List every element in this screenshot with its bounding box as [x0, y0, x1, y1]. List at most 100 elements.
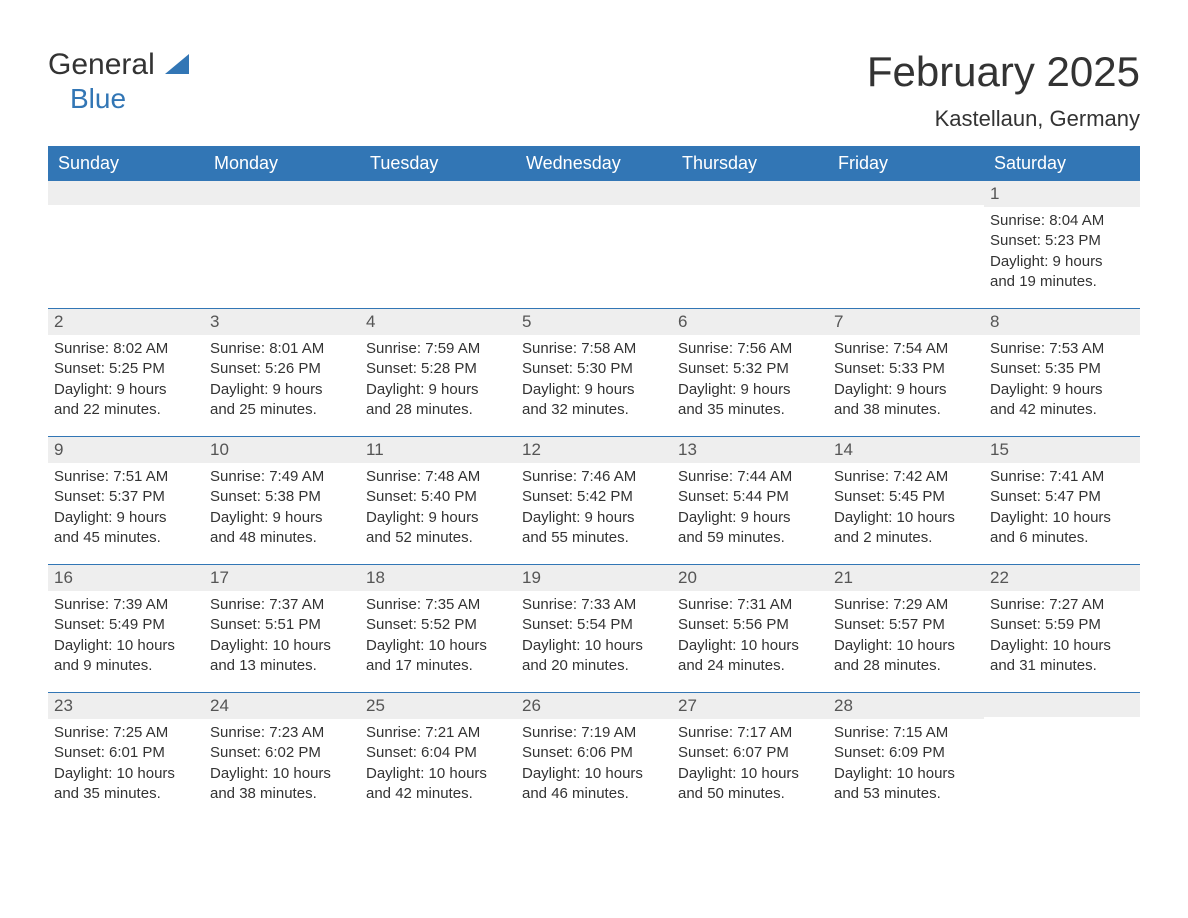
- day-details: Sunrise: 7:58 AMSunset: 5:30 PMDaylight:…: [516, 335, 672, 422]
- sunrise-text: Sunrise: 7:23 AM: [210, 723, 354, 743]
- logo-triangle-icon: [165, 54, 189, 74]
- day-details: Sunrise: 7:48 AMSunset: 5:40 PMDaylight:…: [360, 463, 516, 550]
- sunrise-text: Sunrise: 7:53 AM: [990, 339, 1134, 359]
- day-number: 14: [828, 437, 984, 463]
- sunrise-text: Sunrise: 7:15 AM: [834, 723, 978, 743]
- day-details: Sunrise: 7:19 AMSunset: 6:06 PMDaylight:…: [516, 719, 672, 806]
- daylight-text: Daylight: 9 hours: [678, 508, 822, 528]
- day-number: [984, 693, 1140, 717]
- day-cell: [672, 181, 828, 308]
- daylight-text-2: and 31 minutes.: [990, 656, 1134, 676]
- week-row: 9Sunrise: 7:51 AMSunset: 5:37 PMDaylight…: [48, 436, 1140, 564]
- daylight-text-2: and 53 minutes.: [834, 784, 978, 804]
- sunset-text: Sunset: 5:30 PM: [522, 359, 666, 379]
- day-cell: 4Sunrise: 7:59 AMSunset: 5:28 PMDaylight…: [360, 309, 516, 436]
- day-number: [48, 181, 204, 205]
- weekday-header: Friday: [828, 146, 984, 181]
- sunset-text: Sunset: 6:01 PM: [54, 743, 198, 763]
- daylight-text-2: and 2 minutes.: [834, 528, 978, 548]
- sunset-text: Sunset: 5:45 PM: [834, 487, 978, 507]
- sunrise-text: Sunrise: 7:42 AM: [834, 467, 978, 487]
- sunrise-text: Sunrise: 7:48 AM: [366, 467, 510, 487]
- daylight-text: Daylight: 10 hours: [54, 764, 198, 784]
- day-number: 20: [672, 565, 828, 591]
- day-number: 13: [672, 437, 828, 463]
- day-number: 28: [828, 693, 984, 719]
- day-details: Sunrise: 7:25 AMSunset: 6:01 PMDaylight:…: [48, 719, 204, 806]
- week-row: 16Sunrise: 7:39 AMSunset: 5:49 PMDayligh…: [48, 564, 1140, 692]
- day-number: 6: [672, 309, 828, 335]
- day-cell: 5Sunrise: 7:58 AMSunset: 5:30 PMDaylight…: [516, 309, 672, 436]
- sunrise-text: Sunrise: 7:33 AM: [522, 595, 666, 615]
- daylight-text: Daylight: 10 hours: [54, 636, 198, 656]
- header: General Blue February 2025 Kastellaun, G…: [48, 48, 1140, 132]
- day-cell: 12Sunrise: 7:46 AMSunset: 5:42 PMDayligh…: [516, 437, 672, 564]
- sunrise-text: Sunrise: 7:35 AM: [366, 595, 510, 615]
- day-details: Sunrise: 7:56 AMSunset: 5:32 PMDaylight:…: [672, 335, 828, 422]
- day-number: 18: [360, 565, 516, 591]
- day-number: 26: [516, 693, 672, 719]
- day-details: Sunrise: 7:17 AMSunset: 6:07 PMDaylight:…: [672, 719, 828, 806]
- sunrise-text: Sunrise: 7:39 AM: [54, 595, 198, 615]
- location-label: Kastellaun, Germany: [867, 106, 1140, 132]
- sunset-text: Sunset: 6:04 PM: [366, 743, 510, 763]
- day-cell: 2Sunrise: 8:02 AMSunset: 5:25 PMDaylight…: [48, 309, 204, 436]
- day-number: [672, 181, 828, 205]
- day-number: 1: [984, 181, 1140, 207]
- day-cell: 21Sunrise: 7:29 AMSunset: 5:57 PMDayligh…: [828, 565, 984, 692]
- sunset-text: Sunset: 5:59 PM: [990, 615, 1134, 635]
- day-number: 21: [828, 565, 984, 591]
- daylight-text-2: and 28 minutes.: [366, 400, 510, 420]
- daylight-text-2: and 35 minutes.: [54, 784, 198, 804]
- day-number: 7: [828, 309, 984, 335]
- day-cell: 7Sunrise: 7:54 AMSunset: 5:33 PMDaylight…: [828, 309, 984, 436]
- daylight-text-2: and 28 minutes.: [834, 656, 978, 676]
- day-cell: 14Sunrise: 7:42 AMSunset: 5:45 PMDayligh…: [828, 437, 984, 564]
- daylight-text-2: and 19 minutes.: [990, 272, 1134, 292]
- day-cell: 24Sunrise: 7:23 AMSunset: 6:02 PMDayligh…: [204, 693, 360, 820]
- sunrise-text: Sunrise: 7:27 AM: [990, 595, 1134, 615]
- daylight-text: Daylight: 10 hours: [990, 636, 1134, 656]
- day-cell: 15Sunrise: 7:41 AMSunset: 5:47 PMDayligh…: [984, 437, 1140, 564]
- daylight-text-2: and 38 minutes.: [210, 784, 354, 804]
- daylight-text-2: and 46 minutes.: [522, 784, 666, 804]
- calendar: Sunday Monday Tuesday Wednesday Thursday…: [48, 146, 1140, 820]
- logo: General Blue: [48, 48, 189, 116]
- day-number: 16: [48, 565, 204, 591]
- day-details: Sunrise: 7:31 AMSunset: 5:56 PMDaylight:…: [672, 591, 828, 678]
- logo-word1: General: [48, 48, 155, 81]
- daylight-text-2: and 24 minutes.: [678, 656, 822, 676]
- sunrise-text: Sunrise: 7:25 AM: [54, 723, 198, 743]
- daylight-text: Daylight: 10 hours: [522, 764, 666, 784]
- day-details: Sunrise: 7:42 AMSunset: 5:45 PMDaylight:…: [828, 463, 984, 550]
- day-cell: 26Sunrise: 7:19 AMSunset: 6:06 PMDayligh…: [516, 693, 672, 820]
- daylight-text-2: and 52 minutes.: [366, 528, 510, 548]
- day-cell: 8Sunrise: 7:53 AMSunset: 5:35 PMDaylight…: [984, 309, 1140, 436]
- daylight-text: Daylight: 10 hours: [678, 636, 822, 656]
- daylight-text-2: and 17 minutes.: [366, 656, 510, 676]
- day-cell: 16Sunrise: 7:39 AMSunset: 5:49 PMDayligh…: [48, 565, 204, 692]
- sunset-text: Sunset: 5:26 PM: [210, 359, 354, 379]
- daylight-text: Daylight: 10 hours: [834, 764, 978, 784]
- daylight-text: Daylight: 10 hours: [678, 764, 822, 784]
- day-cell: 25Sunrise: 7:21 AMSunset: 6:04 PMDayligh…: [360, 693, 516, 820]
- day-details: Sunrise: 7:39 AMSunset: 5:49 PMDaylight:…: [48, 591, 204, 678]
- daylight-text-2: and 45 minutes.: [54, 528, 198, 548]
- sunrise-text: Sunrise: 7:56 AM: [678, 339, 822, 359]
- weekday-header: Sunday: [48, 146, 204, 181]
- day-number: 4: [360, 309, 516, 335]
- sunrise-text: Sunrise: 7:21 AM: [366, 723, 510, 743]
- sunrise-text: Sunrise: 7:46 AM: [522, 467, 666, 487]
- daylight-text: Daylight: 9 hours: [990, 252, 1134, 272]
- daylight-text-2: and 48 minutes.: [210, 528, 354, 548]
- day-details: Sunrise: 7:46 AMSunset: 5:42 PMDaylight:…: [516, 463, 672, 550]
- sunset-text: Sunset: 5:32 PM: [678, 359, 822, 379]
- daylight-text-2: and 6 minutes.: [990, 528, 1134, 548]
- day-cell: 1Sunrise: 8:04 AMSunset: 5:23 PMDaylight…: [984, 181, 1140, 308]
- daylight-text-2: and 55 minutes.: [522, 528, 666, 548]
- day-number: 19: [516, 565, 672, 591]
- sunrise-text: Sunrise: 7:31 AM: [678, 595, 822, 615]
- sunrise-text: Sunrise: 7:51 AM: [54, 467, 198, 487]
- day-number: 27: [672, 693, 828, 719]
- sunset-text: Sunset: 5:37 PM: [54, 487, 198, 507]
